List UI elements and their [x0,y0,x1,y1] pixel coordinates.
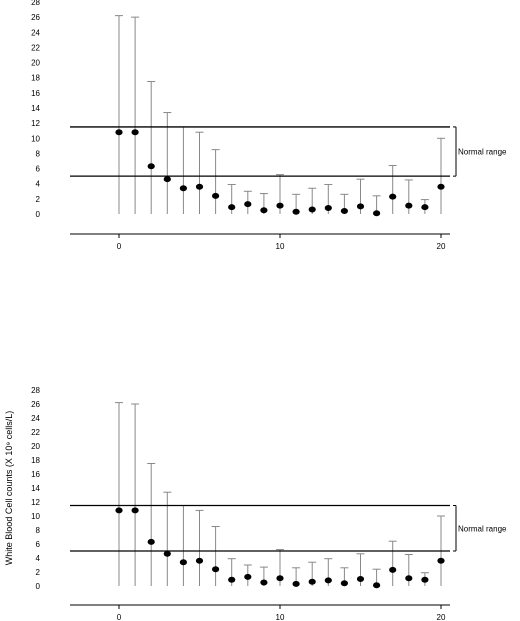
y-tick-label: 18 [31,74,40,83]
data-point [228,204,236,211]
y-tick-label: 14 [31,484,40,493]
data-point [115,129,123,136]
y-tick-label: 6 [36,165,41,174]
data-point [324,204,332,211]
data-point [389,566,397,573]
y-tick-label: 22 [31,428,40,437]
y-tick-label: 22 [31,43,40,52]
y-tick-label: 12 [31,498,40,507]
y-tick-label: 10 [31,134,40,143]
data-point [356,576,365,582]
data-point [131,507,139,514]
data-point [212,192,220,199]
data-point [373,582,381,589]
data-point [324,577,332,584]
y-tick-label: 6 [36,540,41,549]
y-tick-label: 26 [31,13,40,22]
x-tick-label: 20 [437,613,446,621]
data-point [260,579,268,586]
data-point [340,207,348,214]
y-tick-label: 0 [36,582,41,591]
data-point [276,202,284,209]
data-point [131,129,139,136]
data-point [405,202,413,209]
data-point [421,204,429,211]
data-point [292,208,300,215]
data-point [308,206,316,213]
data-point [147,538,155,545]
y-tick-label: 8 [36,526,41,535]
normal-range-label: Normal range [458,524,507,533]
data-point [244,573,252,580]
y-axis-title: White Blood Cell counts (X 10⁹ cells/L) [4,411,14,565]
y-tick-label: 24 [31,28,40,37]
y-tick-label: 2 [36,195,41,204]
y-tick-label: 28 [31,0,40,7]
data-point [212,566,220,573]
y-tick-label: 4 [36,554,41,563]
data-point [292,580,300,587]
data-point [244,201,252,208]
data-point [260,207,268,214]
data-point [308,578,316,585]
y-tick-label: 10 [31,512,40,521]
y-tick-label: 4 [36,180,41,189]
x-tick-label: 10 [276,613,285,621]
data-point [389,193,397,200]
y-tick-label: 20 [31,59,40,68]
data-point [373,210,381,217]
normal-range-label: Normal range [458,148,507,157]
y-tick-label: 12 [31,119,40,128]
y-tick-label: 26 [31,400,40,409]
y-tick-label: 0 [36,210,41,219]
data-point [147,163,155,170]
y-tick-label: 16 [31,89,40,98]
data-point [163,550,171,557]
data-point [115,507,123,514]
y-tick-label: 28 [31,386,40,395]
x-tick-label: 0 [117,242,122,251]
data-point [437,557,445,564]
data-point [421,576,429,583]
data-point [276,575,284,582]
data-point [163,176,171,183]
data-point [179,185,187,192]
y-tick-label: 20 [31,442,40,451]
data-point [340,580,348,587]
y-tick-label: 14 [31,104,40,113]
data-point [228,576,236,583]
x-tick-label: 0 [117,613,122,621]
y-tick-label: 18 [31,456,40,465]
x-tick-label: 20 [437,242,446,251]
data-point [195,557,204,564]
y-tick-label: 2 [36,568,41,577]
y-tick-label: 8 [36,149,41,158]
y-tick-label: 24 [31,414,40,423]
x-tick-label: 10 [276,242,285,251]
data-point [437,183,445,190]
y-tick-label: 16 [31,470,40,479]
data-point [195,183,204,190]
data-point [405,575,413,582]
data-point [356,203,365,210]
data-point [179,559,187,566]
